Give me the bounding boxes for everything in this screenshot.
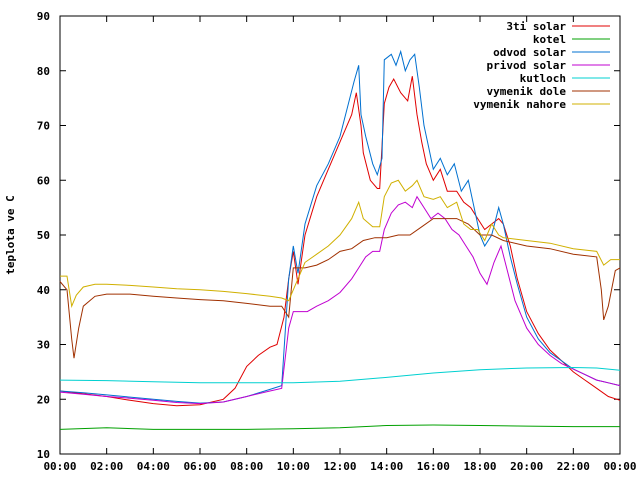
legend-label: vymenik dole	[487, 85, 567, 98]
series-line-odvod-solar	[59, 49, 621, 404]
series-line-3ti-solar	[59, 76, 621, 407]
y-tick-label: 80	[37, 65, 50, 78]
y-axis: 10 20 30 40 50 60 70 80 90	[37, 10, 620, 461]
x-tick-label: 04:00	[137, 460, 170, 473]
series-line-vymenik-nahore	[60, 179, 620, 309]
legend-label: kotel	[533, 33, 566, 46]
x-tick-label: 00:00	[43, 460, 76, 473]
y-tick-label: 70	[37, 120, 50, 133]
x-axis: 00:00 02:00 04:00 06:00 08:00 10:00 12:00 14:00…	[43, 16, 637, 473]
series-line-kotel	[59, 424, 620, 430]
x-tick-label: 20:00	[510, 460, 543, 473]
series-group	[59, 49, 621, 430]
legend-label: odvod solar	[493, 46, 566, 59]
series-line-privod-solar	[59, 195, 621, 405]
y-axis-label: teplota ve C	[4, 195, 17, 274]
y-tick-label: 40	[37, 284, 50, 297]
x-tick-label: 16:00	[417, 460, 450, 473]
series-line-vymenik-dole	[59, 218, 621, 359]
x-tick-label: 18:00	[463, 460, 496, 473]
x-tick-label: 12:00	[323, 460, 356, 473]
x-tick-label: 10:00	[277, 460, 310, 473]
legend-label: vymenik nahore	[473, 98, 566, 111]
legend-label: kutloch	[520, 72, 566, 85]
legend-label: privod solar	[487, 59, 567, 72]
series-line-kutloch	[59, 366, 621, 384]
y-tick-label: 50	[37, 229, 50, 242]
y-tick-label: 30	[37, 339, 50, 352]
y-tick-label: 10	[37, 448, 50, 461]
x-tick-label: 00:00	[603, 460, 636, 473]
x-tick-label: 08:00	[230, 460, 263, 473]
x-tick-label: 14:00	[370, 460, 403, 473]
y-tick-label: 60	[37, 174, 50, 187]
x-tick-label: 22:00	[557, 460, 590, 473]
x-tick-label: 02:00	[90, 460, 123, 473]
y-tick-label: 90	[37, 10, 50, 23]
x-tick-label: 06:00	[183, 460, 216, 473]
legend-label: 3ti solar	[506, 20, 566, 33]
y-tick-label: 20	[37, 393, 50, 406]
